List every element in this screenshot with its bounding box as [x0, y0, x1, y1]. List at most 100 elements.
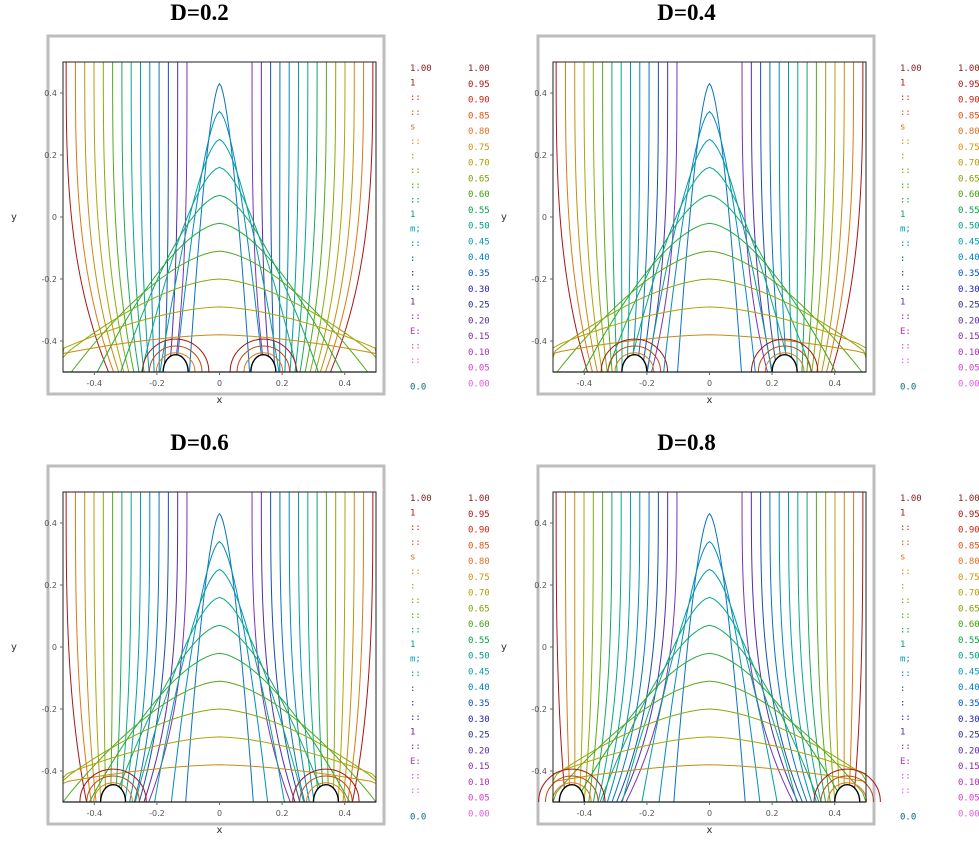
legend-level: 0.50	[958, 222, 979, 232]
contour-line	[74, 491, 92, 803]
contour-line	[651, 61, 678, 373]
legend-level: 0.20	[958, 316, 979, 326]
contour-line	[325, 491, 330, 803]
obstacle-contour	[236, 345, 291, 373]
legend-level: 0.25	[468, 731, 490, 741]
legend-marker: ::	[900, 356, 911, 366]
contour-line	[84, 61, 120, 373]
legend-level: 0.05	[958, 364, 979, 374]
contour-line	[175, 110, 264, 373]
contour-line	[848, 491, 855, 803]
x-tick-label: 0	[707, 809, 712, 818]
y-tick-label: -0.2	[41, 705, 57, 714]
contour-line	[84, 491, 97, 803]
legend-marker: ::	[900, 108, 911, 118]
x-tick-label: 0	[217, 809, 222, 818]
legend-level: 0.95	[958, 510, 979, 520]
contour-line	[307, 491, 320, 803]
legend-marker: s	[900, 552, 905, 562]
contour-line	[133, 491, 160, 803]
legend-level: 0.40	[958, 683, 979, 693]
obstacle-contour	[764, 352, 805, 373]
obstacle-contour	[243, 352, 284, 373]
contour-line	[852, 491, 864, 803]
legend-level: 0.25	[958, 731, 979, 741]
legend-level: 0.50	[468, 652, 490, 662]
legend-marker: ::	[900, 93, 911, 103]
legend-level: 0.35	[468, 699, 490, 709]
contour-line	[130, 61, 145, 373]
contour-line	[574, 652, 845, 803]
legend-level: 0.90	[958, 526, 979, 536]
contour-line	[646, 61, 669, 373]
legend-marker: :	[410, 582, 415, 592]
legend-level: 1.00	[958, 494, 979, 504]
x-tick-label: -0.2	[639, 809, 655, 818]
legend-level: 0.95	[468, 510, 490, 520]
legend-marker: 1	[410, 210, 415, 220]
contour-line	[616, 491, 659, 803]
legend-level: 0.75	[958, 573, 979, 583]
obstacle-contour	[229, 338, 297, 373]
legend-marker: 0.0	[900, 812, 916, 822]
contour-line	[170, 540, 269, 803]
x-tick-label: 0.2	[766, 379, 779, 388]
contour-line	[611, 61, 618, 373]
legend-marker: s	[410, 552, 415, 562]
legend-level: 0.75	[958, 143, 979, 153]
legend-marker: ::	[410, 786, 421, 796]
y-tick-label: 0.2	[44, 151, 57, 160]
legend-level: 0.15	[958, 332, 979, 342]
obstacle-contour	[757, 345, 812, 373]
contour-line	[298, 491, 315, 803]
legend-marker: ::	[410, 625, 421, 635]
contour-line	[143, 491, 179, 803]
contour-line	[148, 491, 188, 803]
contour-line	[330, 61, 374, 373]
legend-level: 0.70	[468, 159, 490, 169]
legend-marker: ::	[410, 742, 421, 752]
obstacle	[99, 783, 127, 803]
legend-marker: :	[410, 268, 415, 278]
legend-level: 0.70	[468, 589, 490, 599]
contour-line	[279, 491, 306, 803]
obstacle	[771, 353, 798, 373]
legend-level: 0.90	[468, 526, 490, 536]
y-tick-label: 0	[52, 213, 57, 222]
legend-marker: :	[410, 254, 415, 264]
y-tick-label: -0.4	[41, 767, 57, 776]
legend-level: 0.90	[958, 96, 979, 106]
y-tick-label: 0.2	[44, 581, 57, 590]
contour-line	[309, 61, 337, 373]
legend-marker: m;	[900, 225, 911, 235]
y-tick-label: -0.2	[531, 275, 547, 284]
obstacle-contour	[750, 338, 819, 373]
legend-level: 0.45	[958, 667, 979, 677]
legend-level: 1.00	[468, 494, 490, 504]
contour-line	[797, 491, 822, 803]
contour-line	[760, 491, 803, 803]
y-tick-label: 0.2	[534, 151, 547, 160]
contour-line	[347, 491, 365, 803]
contour-line	[270, 491, 301, 803]
plot-frame	[536, 34, 876, 396]
legend-level: 0.20	[468, 746, 490, 756]
legend-marker: ::	[410, 181, 421, 191]
contour-line	[620, 61, 623, 373]
legend-marker: ::	[900, 239, 911, 249]
contour-plot: -0.4-0.4-0.2-0.2000.20.20.40.4xy1.001:::…	[501, 34, 979, 406]
contour-plot: -0.4-0.4-0.2-0.2000.20.20.40.4xy1.001:::…	[11, 464, 490, 836]
contour-line	[168, 61, 179, 373]
legend: 1.001::::s:::::::::1m;::::::1::E:::::0.0…	[410, 64, 490, 392]
contour-line	[93, 491, 102, 803]
panel-d02: D=0.2 -0.4 -0.4 -0.2 -0.2 0 0 0.2 0.2 0.4 0.4 x y 1.…	[0, 0, 490, 429]
legend-marker: ::	[410, 611, 421, 621]
contour-line	[96, 222, 343, 373]
legend-marker: 1	[410, 728, 415, 738]
legend-level: 0.35	[468, 269, 490, 279]
legend-level: 0.20	[468, 316, 490, 326]
contour-line	[260, 491, 296, 803]
legend-marker: :	[900, 582, 905, 592]
legend-level: 1.00	[958, 64, 979, 74]
legend-marker: ::	[900, 771, 911, 781]
